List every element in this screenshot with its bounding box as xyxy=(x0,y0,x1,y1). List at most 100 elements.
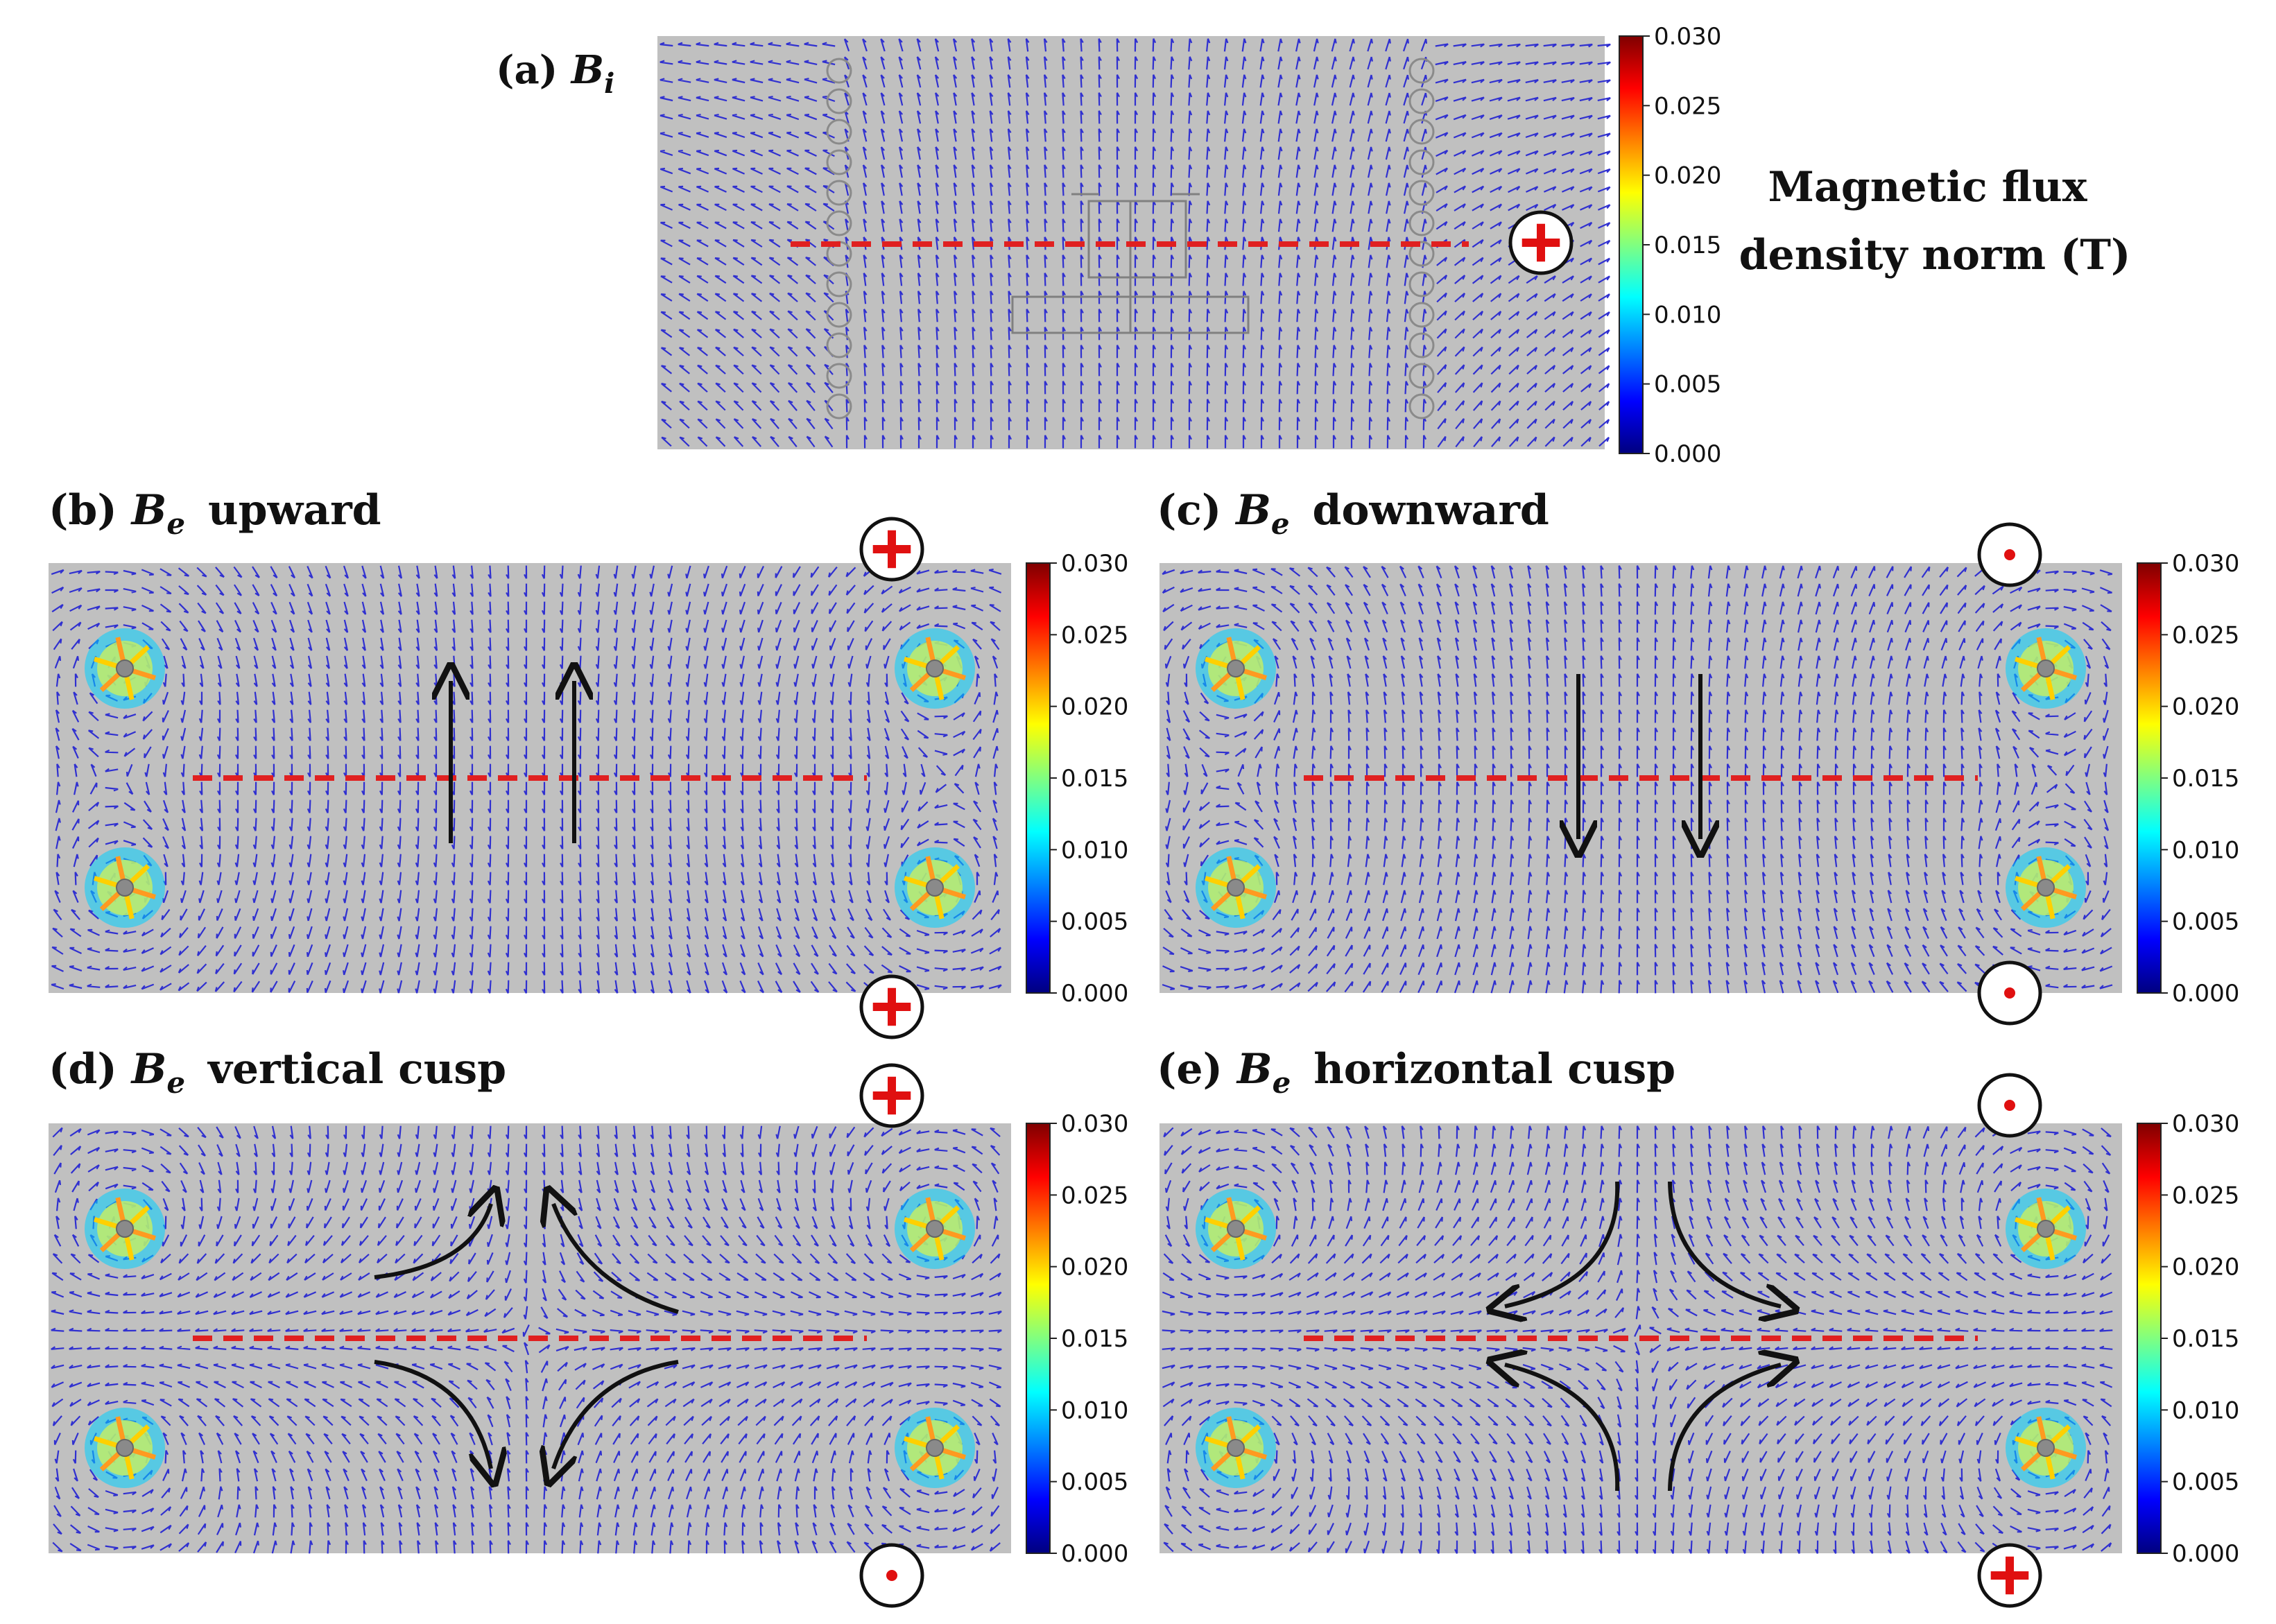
panel-a-label: (a) Bi xyxy=(496,47,614,100)
colorbar-tick-label: 0.020 xyxy=(2172,1254,2239,1281)
colorbar-tick-label: 0.005 xyxy=(2172,908,2239,936)
panel-b: (b) Be upward 0.030 0.025 0.020 0.015 0.010 0… xyxy=(49,486,1128,1039)
colorbar-tick-label: 0.030 xyxy=(1061,1110,1128,1138)
panel-d-cusp-arrows xyxy=(374,1204,679,1469)
coil-conductor xyxy=(1227,879,1245,897)
coil-conductor xyxy=(826,393,852,420)
colorbar-tick-label: 0.020 xyxy=(1061,693,1128,721)
dot-center xyxy=(2004,549,2015,560)
coil-conductor xyxy=(2037,1220,2055,1238)
colorbar-tick-label: 0.025 xyxy=(1061,1182,1128,1209)
panel-c-current-marker-bottom xyxy=(1977,960,2042,1026)
coil-conductor xyxy=(1227,1439,1245,1457)
coil-conductor xyxy=(1408,210,1435,236)
coil-conductor xyxy=(116,659,134,677)
coil-conductor xyxy=(826,119,852,145)
coil-conductor xyxy=(2037,659,2055,677)
coil-conductor xyxy=(826,332,852,359)
figure-title-line1: Magnetic flux xyxy=(1768,163,2088,211)
colorbar-tick-label: 0.015 xyxy=(1061,1325,1128,1353)
field-arrow-set xyxy=(51,1125,1002,1554)
panel-e-current-marker-bottom xyxy=(1977,1543,2042,1608)
colorbar-tick-label: 0.020 xyxy=(2172,693,2239,721)
panel-c-direction-arrows xyxy=(1578,674,1700,839)
panel-a-field-arrows xyxy=(659,38,1611,449)
colorbar-tick-label: 0.005 xyxy=(1654,371,1721,399)
colorbar-tick-label: 0.000 xyxy=(1654,440,1721,468)
panel-d: (d) Be vertical cusp 0.030 0.025 0.020 0.01… xyxy=(49,1045,1128,1608)
panel-a-colorbar: 0.030 0.025 0.020 0.015 0.010 0.005 0.000 xyxy=(1619,23,1721,468)
panel-a: (a) Bi 0.0300.0250.0200.0150.0100.0050.0… xyxy=(496,23,2130,468)
colorbar-tick-label: 0.000 xyxy=(2172,1540,2239,1568)
panel-d-current-marker-top xyxy=(859,1063,924,1128)
coil-conductor xyxy=(1408,119,1435,145)
coil-conductor xyxy=(2037,879,2055,897)
colorbar-tick-label: 0.025 xyxy=(2172,1182,2239,1209)
coil-conductor xyxy=(826,302,852,328)
coil-conductor xyxy=(926,1220,944,1238)
colorbar-tick-label: 0.030 xyxy=(2172,1110,2239,1138)
colorbar-tick-label: 0.000 xyxy=(1061,1540,1128,1568)
colorbar-tick-label: 0.010 xyxy=(1061,836,1128,864)
colorbar-tick-label: 0.010 xyxy=(1654,301,1721,329)
panel-b-direction-arrows xyxy=(451,681,574,843)
field-arrow-set xyxy=(1162,565,2113,994)
panel-a-structure-outline xyxy=(1011,193,1250,334)
figure-title-line2: density norm (T) xyxy=(1739,231,2131,279)
panel-d-coil-hotspots xyxy=(85,1189,975,1488)
panel-c: (c) Be downward 0.030 0.025 0.020 0.015 0.01… xyxy=(1157,486,2239,1026)
panel-e-cusp-arrows xyxy=(1505,1181,1781,1492)
coil-conductor xyxy=(926,1439,944,1457)
colorbar-tick-label: 0.030 xyxy=(1654,23,1721,51)
colorbar-tick-label: 0.025 xyxy=(2172,621,2239,649)
panel-c-field-arrows xyxy=(1162,565,2113,994)
coil-conductor xyxy=(826,149,852,175)
colorbar-tick-label: 0.030 xyxy=(2172,550,2239,578)
dot-center xyxy=(886,1570,897,1581)
colorbar-tick-label: 0.010 xyxy=(2172,836,2239,864)
colorbar-tick-label: 0.020 xyxy=(1061,1254,1128,1281)
coil-conductor xyxy=(1408,393,1435,420)
panel-b-field-arrows xyxy=(51,565,1002,994)
colorbar-tick-label: 0.010 xyxy=(2172,1397,2239,1424)
panel-c-colorbar: 0.030 0.025 0.020 0.015 0.010 0.005 0.000 xyxy=(2137,550,2239,1008)
coil-conductor xyxy=(1408,241,1435,267)
panel-b-label: (b) Be upward xyxy=(49,486,381,544)
coil-conductor xyxy=(116,1439,134,1457)
colorbar-tick-label: 0.000 xyxy=(1061,980,1128,1008)
colorbar-tick-label: 0.025 xyxy=(1654,92,1721,120)
panel-b-current-marker-top xyxy=(859,517,924,582)
panel-e-label: (e) Be horizontal cusp xyxy=(1157,1045,1675,1103)
colorbar-tick-label: 0.030 xyxy=(1061,550,1128,578)
coil-conductor xyxy=(1227,659,1245,677)
coil-conductor xyxy=(826,180,852,206)
colorbar-tick-label: 0.025 xyxy=(1061,621,1128,649)
colorbar-tick-label: 0.015 xyxy=(1654,232,1721,259)
coil-conductor xyxy=(826,58,852,84)
coil-conductor xyxy=(116,879,134,897)
panel-b-current-marker-bottom xyxy=(859,974,924,1039)
coil-conductor xyxy=(826,210,852,236)
coil-conductor xyxy=(1408,332,1435,359)
field-arrow-set xyxy=(659,38,1611,449)
panel-e-colorbar: 0.030 0.025 0.020 0.015 0.010 0.005 0.000 xyxy=(2137,1110,2239,1568)
coil-conductor xyxy=(926,879,944,897)
coil-conductor xyxy=(1408,180,1435,206)
panel-e-field-arrows xyxy=(1162,1125,2113,1554)
colorbar-gradient xyxy=(1619,35,1644,454)
colorbar-tick-label: 0.015 xyxy=(2172,765,2239,793)
colorbar-tick-label: 0.015 xyxy=(1061,765,1128,793)
colorbar-tick-label: 0.005 xyxy=(2172,1469,2239,1496)
colorbar-gradient xyxy=(2137,562,2162,994)
coil-conductor xyxy=(1408,88,1435,114)
panel-a-current-marker xyxy=(1508,210,1574,275)
panel-d-field-arrows xyxy=(51,1125,1002,1554)
colorbar-tick-label: 0.005 xyxy=(1061,1469,1128,1496)
panel-c-label: (c) Be downward xyxy=(1157,486,1549,544)
dot-center xyxy=(2004,987,2015,999)
coil-conductor xyxy=(1408,58,1435,84)
panel-e: (e) Be horizontal cusp 0.030 0.025 0.020 0.… xyxy=(1157,1045,2239,1608)
coil-conductor xyxy=(2037,1439,2055,1457)
coil-conductor xyxy=(826,363,852,389)
